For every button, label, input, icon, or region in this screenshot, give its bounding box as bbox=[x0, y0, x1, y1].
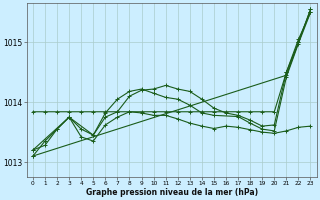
X-axis label: Graphe pression niveau de la mer (hPa): Graphe pression niveau de la mer (hPa) bbox=[86, 188, 258, 197]
